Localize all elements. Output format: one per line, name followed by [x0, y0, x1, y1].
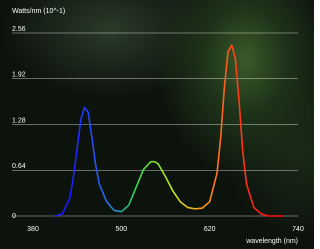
- spectrum-line: [55, 45, 283, 216]
- y-tick-label: 2.56: [12, 26, 26, 33]
- x-tick-label: 380: [27, 226, 39, 233]
- x-tick-label: 500: [115, 226, 127, 233]
- y-axis-label: Watts/nm (10^-1): [12, 8, 65, 15]
- y-tick-label: 0: [12, 213, 16, 220]
- x-axis-label: wavelength (nm): [245, 238, 298, 245]
- y-tick-label: 0.64: [12, 163, 26, 170]
- chart-background: Watts/nm (10^-1) wavelength (nm) 0 0.64 1.…: [0, 0, 314, 249]
- y-tick-label: 1.92: [12, 72, 26, 79]
- y-tick-label: 1.28: [12, 117, 26, 124]
- chart: Watts/nm (10^-1) wavelength (nm) 0 0.64 1.…: [0, 0, 314, 249]
- x-tick-label: 620: [204, 226, 216, 233]
- x-tick-label: 740: [292, 226, 304, 233]
